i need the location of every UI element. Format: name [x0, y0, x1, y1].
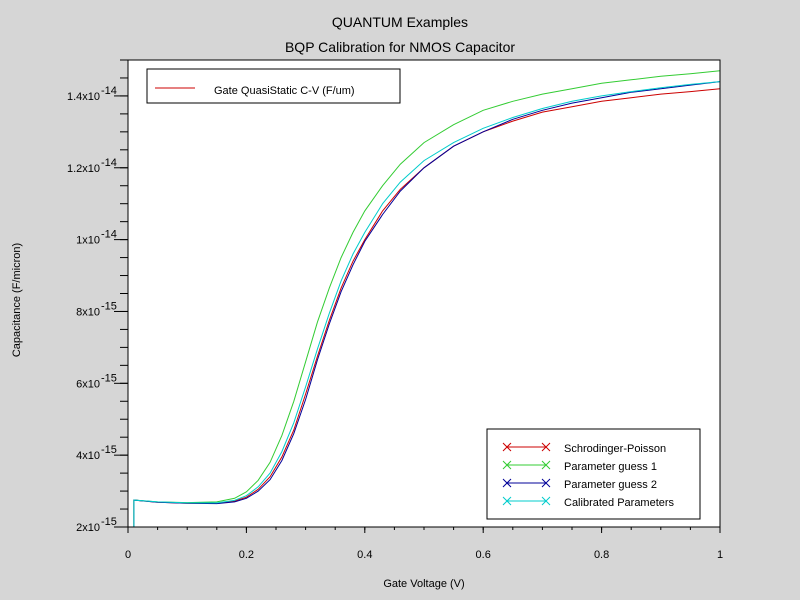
legend-marker: [541, 478, 551, 488]
legend-marker: [541, 460, 551, 470]
y-tick-exponent: -15: [101, 372, 117, 384]
legend-label: Schrodinger-Poisson: [564, 443, 666, 455]
x-tick-label: 1: [717, 549, 723, 561]
figure-title: QUANTUM Examples: [332, 14, 468, 30]
series-line-0: [133, 88, 721, 527]
legend-box: [486, 428, 701, 520]
y-tick-exponent: -14: [101, 85, 117, 97]
chart-subtitle: BQP Calibration for NMOS Capacitor: [285, 39, 515, 55]
y-tick-exponent: -15: [101, 300, 117, 312]
y-tick-label: 2x10: [76, 522, 100, 534]
y-tick-exponent: -14: [101, 157, 117, 169]
y-tick-label: 6x10: [76, 378, 100, 390]
y-axis-label: Capacitance (F/micron): [11, 243, 23, 357]
legend-top-label: Gate QuasiStatic C-V (F/um): [214, 85, 355, 97]
legend-marker: [502, 442, 512, 452]
y-tick-label: 1.4x10: [67, 91, 100, 103]
legend-label: Calibrated Parameters: [564, 497, 675, 509]
legend-marker: [502, 478, 512, 488]
legend-top: Gate QuasiStatic C-V (F/um): [146, 68, 401, 104]
x-tick-label: 0: [125, 549, 131, 561]
y-tick-exponent: -15: [101, 516, 117, 528]
legend-marker: [541, 442, 551, 452]
x-tick-label: 0.8: [594, 549, 609, 561]
legend-top-box: [146, 68, 401, 104]
x-axis-label: Gate Voltage (V): [383, 578, 464, 590]
y-tick-label: 1x10: [76, 235, 100, 247]
y-tick-exponent: -14: [101, 229, 117, 241]
series-line-3: [133, 81, 721, 527]
y-tick-label: 8x10: [76, 306, 100, 318]
series-layer: [133, 70, 721, 527]
legend-marker: [502, 460, 512, 470]
legend: Schrodinger-Poisson Parameter guess 1 Para…: [486, 428, 701, 520]
x-tick-label: 0.6: [476, 549, 491, 561]
legend-marker: [541, 496, 551, 506]
series-line-2: [133, 81, 721, 527]
plot-frame: [127, 59, 721, 528]
y-tick-exponent: -15: [101, 444, 117, 456]
y-tick-label: 1.2x10: [67, 163, 100, 175]
x-tick-label: 0.4: [357, 549, 372, 561]
series-line-1: [133, 70, 721, 527]
legend-label: Parameter guess 2: [564, 479, 657, 491]
legend-label: Parameter guess 1: [564, 461, 657, 473]
legend-marker: [502, 496, 512, 506]
x-tick-label: 0.2: [239, 549, 254, 561]
y-tick-label: 4x10: [76, 450, 100, 462]
